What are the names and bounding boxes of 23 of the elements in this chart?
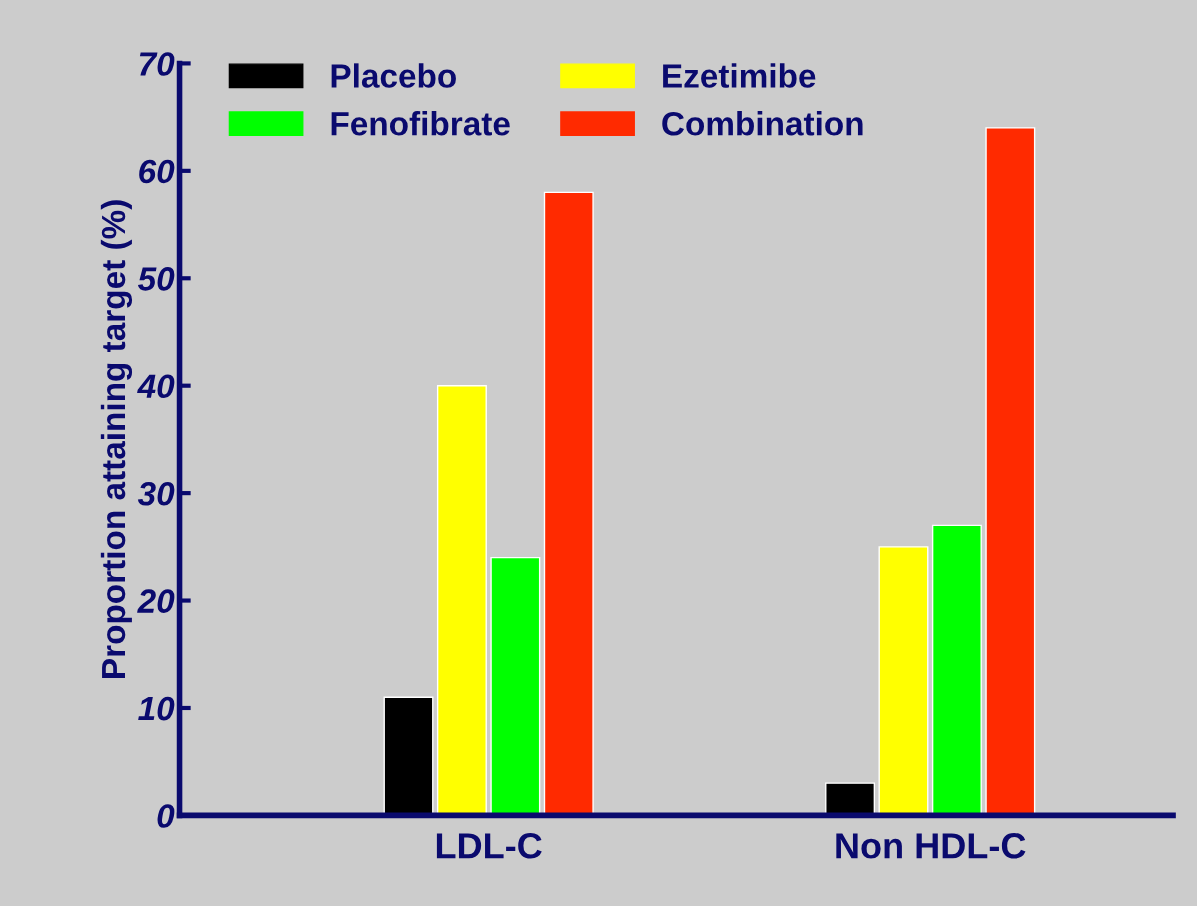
bar [931, 524, 982, 816]
y-tick-label: 70 [139, 52, 175, 76]
bar [543, 191, 594, 816]
legend-label: Fenofibrate [331, 111, 510, 136]
legend-label: Ezetimibe [663, 63, 816, 88]
legend-label: Placebo [331, 63, 456, 88]
x-tick-label: Non HDL-C [836, 833, 1026, 859]
bar [878, 546, 929, 816]
legend-label: Combination [662, 111, 863, 136]
bar [436, 385, 487, 816]
y-tick-label: 30 [137, 481, 175, 506]
y-tick-label: 20 [137, 589, 175, 613]
bar [825, 782, 876, 816]
y-tick-label: 10 [138, 696, 175, 721]
y-tick-label: 60 [139, 159, 175, 184]
bar [383, 696, 434, 816]
y-axis-title: Proportion attaining target (%) [100, 200, 133, 678]
bar [985, 127, 1036, 816]
y-tick-label: 40 [137, 374, 175, 399]
x-tick-label: LDL-C [436, 833, 542, 859]
y-tick-label: 0 [157, 804, 175, 828]
bar [490, 556, 541, 816]
y-tick-label: 50 [137, 267, 175, 291]
